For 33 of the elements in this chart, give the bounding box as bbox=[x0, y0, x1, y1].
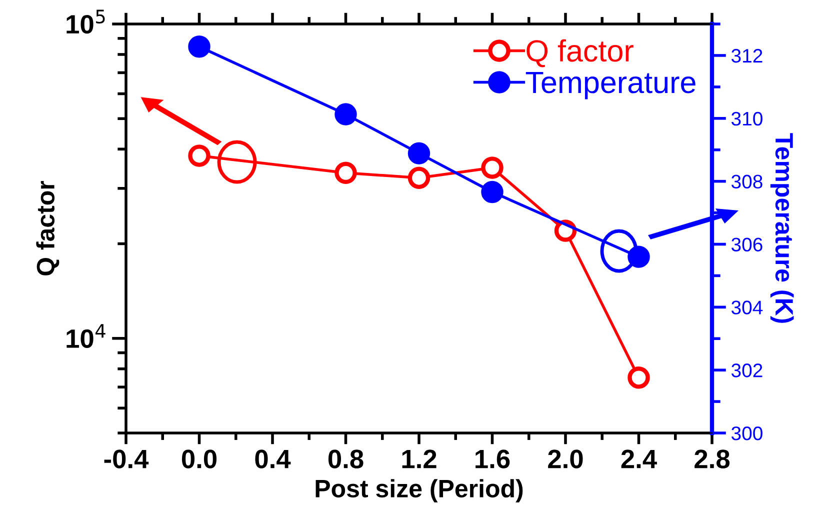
x-tick-label: 1.6 bbox=[476, 450, 510, 468]
legend-label: Temperature bbox=[526, 72, 696, 100]
x-axis-title: Post size (Period) bbox=[316, 479, 523, 502]
x-tick-label: 2.4 bbox=[621, 450, 657, 468]
y2-tick-label: 302 bbox=[731, 364, 762, 378]
point bbox=[628, 246, 650, 268]
y2-tick-label: 312 bbox=[731, 48, 762, 63]
x-tick-label: 2.0 bbox=[548, 450, 583, 468]
point bbox=[628, 366, 650, 389]
point bbox=[408, 142, 430, 164]
y-axis-title: Q factor bbox=[36, 180, 60, 276]
y-tick-label: 10$^{5}$ bbox=[66, 10, 105, 34]
point bbox=[334, 103, 357, 126]
y-tick-label: 10$^{4}$ bbox=[66, 324, 106, 348]
x-tick-label: 0.4 bbox=[255, 450, 291, 468]
point bbox=[408, 166, 430, 189]
y2-tick-label: 306 bbox=[731, 238, 762, 252]
y2-tick-label: 310 bbox=[731, 112, 762, 126]
point bbox=[481, 180, 504, 204]
point bbox=[334, 162, 357, 184]
x-tick-label: 0.8 bbox=[328, 450, 364, 468]
x-tick-label: 0.0 bbox=[182, 450, 217, 468]
x-tick-label: -0.4 bbox=[104, 450, 149, 468]
x-tick-label: 1.2 bbox=[402, 450, 436, 468]
x-tick-label: 2.8 bbox=[694, 450, 730, 468]
y2-tick-label: 304 bbox=[731, 300, 763, 314]
point bbox=[481, 156, 504, 179]
point bbox=[188, 144, 210, 167]
point bbox=[188, 36, 210, 58]
y2-tick-label: 300 bbox=[731, 426, 762, 440]
legend-label: Q factor bbox=[526, 39, 634, 68]
y2-tick-label: 308 bbox=[731, 174, 762, 189]
y2-axis-title: Temperature (K) bbox=[770, 133, 794, 323]
